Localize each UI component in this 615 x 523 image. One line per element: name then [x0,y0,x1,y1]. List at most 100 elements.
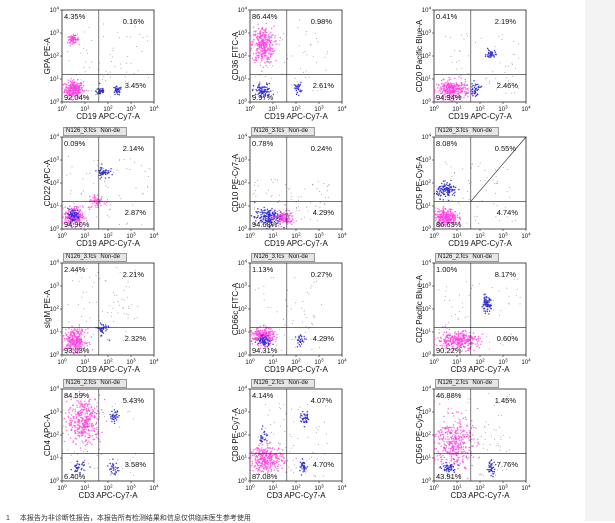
event-dot [137,306,138,307]
event-dot [124,313,125,314]
event-dot [464,95,465,96]
event-dot [117,32,118,33]
event-dot [78,425,80,427]
event-dot [79,333,81,335]
event-dot [279,209,281,211]
event-dot [119,427,120,428]
event-dot [263,218,265,220]
event-dot [87,332,89,334]
x-tick-exponent: 2 [482,232,485,237]
event-dot [444,82,446,84]
event-dot [84,460,86,462]
event-dot [104,181,105,182]
event-dot [133,475,134,476]
y-tick-exponent: 2 [56,305,59,310]
event-dot [270,61,271,62]
event-dot [73,79,75,81]
event-dot [457,339,459,341]
event-dot [84,420,86,422]
event-dot [264,87,265,88]
quadrant-percent-ur: 8.17% [495,270,517,279]
x-tick-label: 104 [149,484,159,493]
y-tick-exponent: 0 [56,225,59,230]
event-dot [283,212,285,214]
event-dot [489,342,490,343]
event-dot [263,207,265,209]
event-dot [111,471,113,473]
x-tick-exponent: 1 [87,105,90,110]
event-dot [463,97,465,99]
x-tick-exponent: 0 [436,105,439,110]
event-dot [287,58,288,59]
event-dot [327,51,328,52]
x-tick-exponent: 4 [528,358,531,363]
event-dot [90,207,92,209]
event-dot [69,340,71,342]
y-tick-exponent: 4 [244,259,247,264]
event-dot [77,435,79,437]
event-dot [67,336,69,338]
event-dot [94,205,96,207]
event-dot [65,429,67,431]
event-dot [438,211,440,213]
event-dot [70,41,72,43]
event-dot [82,461,84,463]
event-dot [76,216,78,218]
event-dot [255,190,256,191]
event-dot [86,173,87,174]
event-dot [267,208,268,209]
event-dot [492,287,493,288]
event-dot [277,180,278,181]
event-dot [73,203,74,204]
event-dot [260,37,262,39]
event-dot [443,209,445,211]
event-dot [78,463,80,465]
event-dot [82,213,84,215]
event-dot [272,333,274,335]
event-dot [302,301,303,302]
event-dot [105,177,107,179]
event-dot [122,308,123,309]
event-dot [278,218,280,220]
x-tick-label: 100 [429,358,439,367]
event-dot [101,176,103,178]
event-dot [512,63,513,64]
quadrant-percent-ur: 2.14% [123,144,145,153]
event-dot [515,220,516,221]
event-dot [451,56,452,57]
event-dot [76,333,78,335]
event-dot [449,208,451,210]
event-dot [295,220,297,222]
fcs-gate-name: Non-de [288,254,308,260]
event-dot [99,278,100,279]
event-dot [254,209,255,210]
event-dot [447,200,448,201]
event-dot [318,181,319,182]
event-dot [263,332,265,334]
event-dot [116,419,118,421]
quadrant-percent-ul: 0.41% [436,12,458,21]
event-dot [90,173,91,174]
event-dot [319,347,320,348]
event-dot [124,290,125,291]
event-dot [478,166,479,167]
event-dot [100,205,102,207]
event-dot [448,79,450,81]
event-dot [291,85,292,86]
event-dot [465,335,467,337]
event-dot [465,89,467,91]
event-dot [266,23,268,25]
event-dot [464,91,466,93]
event-dot [511,93,512,94]
event-dot [97,165,98,166]
event-dot [79,340,81,342]
event-dot [466,340,468,342]
event-dot [453,337,455,339]
event-dot [438,193,440,195]
event-dot [279,195,280,196]
event-dot [126,331,127,332]
event-dot [325,197,326,198]
event-dot [116,468,118,470]
event-dot [74,81,76,83]
event-dot [444,211,446,213]
